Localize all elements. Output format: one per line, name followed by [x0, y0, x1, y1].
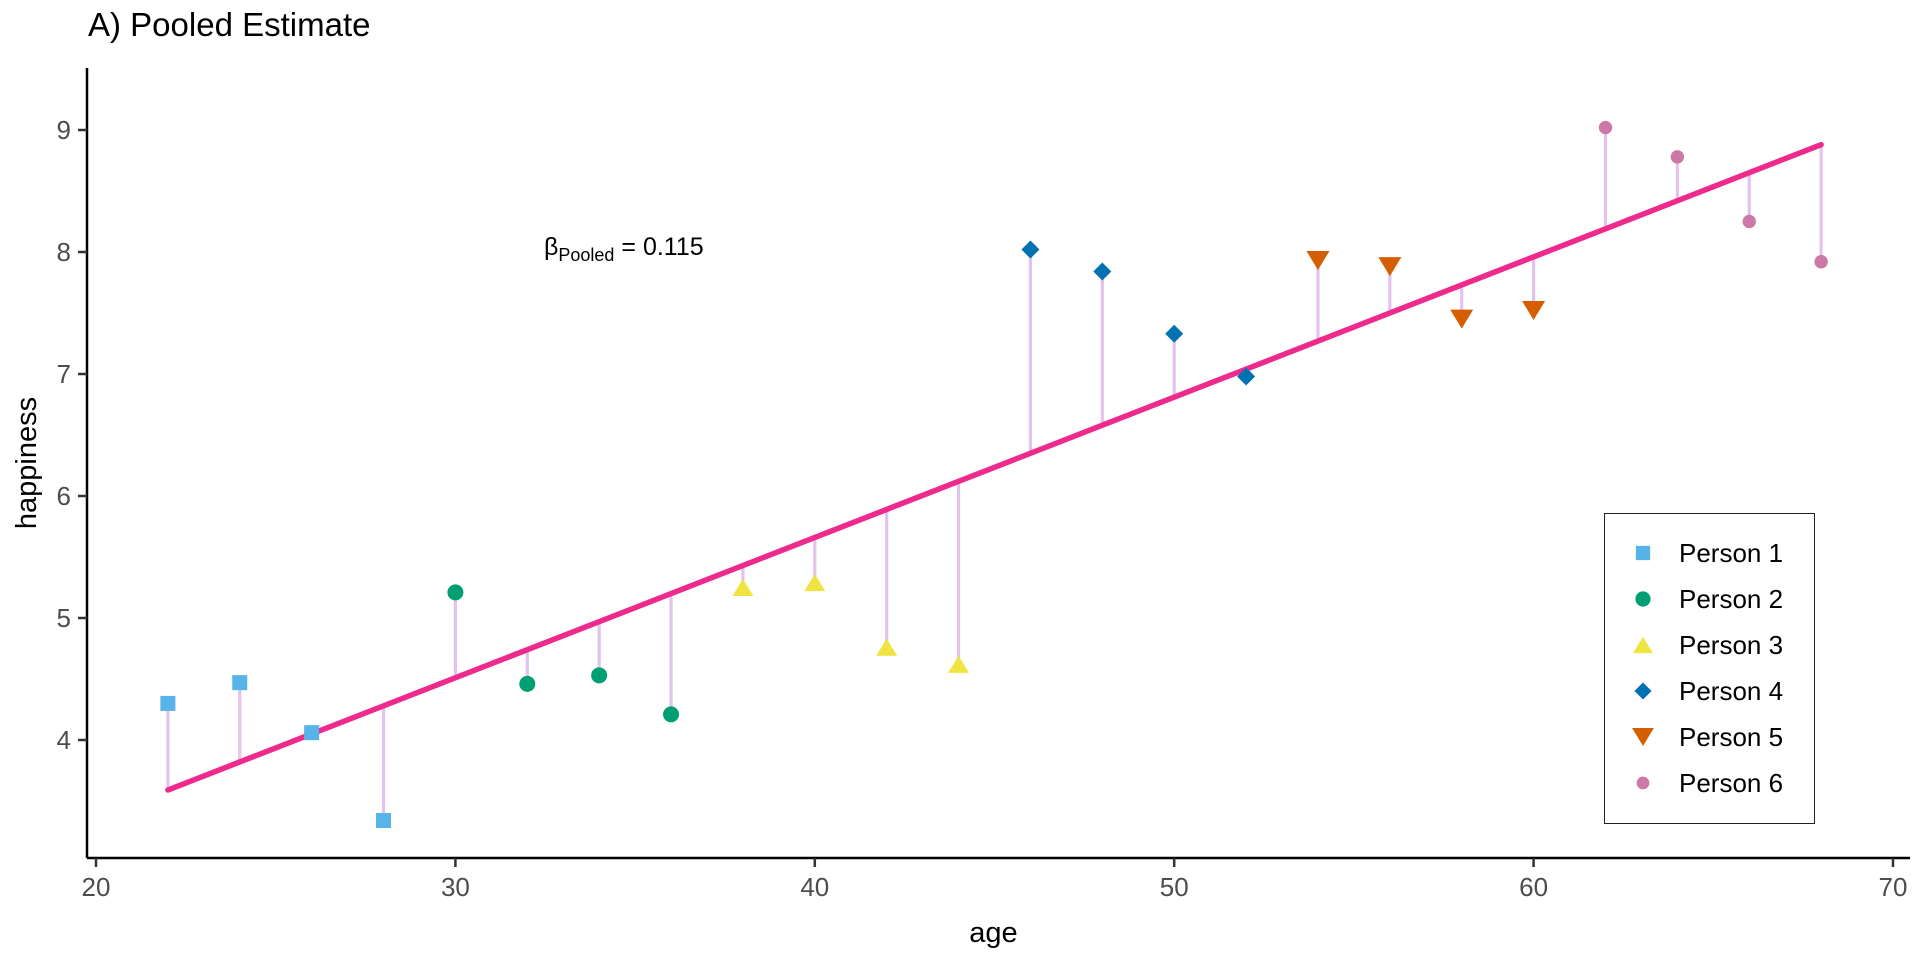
square-legend-icon — [1635, 545, 1651, 561]
data-point-marker — [232, 675, 248, 691]
x-tick-label: 20 — [82, 872, 111, 902]
data-point-marker — [1633, 636, 1653, 654]
chart-title: A) Pooled Estimate — [88, 6, 371, 43]
x-tick-label: 60 — [1519, 872, 1548, 902]
y-tick-label: 4 — [57, 725, 71, 755]
y-axis-label: happiness — [11, 397, 43, 529]
data-point-marker — [447, 584, 464, 601]
y-tick-label: 7 — [57, 359, 71, 389]
data-point-marker — [1598, 120, 1613, 135]
legend-label: Person 3 — [1679, 629, 1784, 660]
legend-item: Person 3 — [1605, 622, 1814, 668]
data-point-marker — [1670, 150, 1685, 164]
data-point-marker — [663, 706, 680, 723]
y-tick-label: 9 — [57, 115, 71, 145]
data-point-marker — [160, 695, 176, 711]
data-point-marker — [1636, 776, 1650, 790]
circle-small-legend-icon — [1636, 776, 1650, 790]
x-tick-label: 30 — [441, 872, 470, 902]
data-point-marker — [732, 579, 754, 596]
data-point-marker — [1635, 545, 1651, 561]
y-tick-label: 6 — [57, 481, 71, 511]
beta-value: = 0.115 — [614, 233, 704, 261]
beta-subscript: Pooled — [558, 245, 615, 265]
data-point-marker — [1450, 309, 1474, 329]
legend-box: Person 1 Person 2 Person 3 Person 4 Person 5… — [1604, 513, 1815, 824]
x-tick-label: 70 — [1879, 872, 1908, 902]
legend-item: Person 5 — [1605, 714, 1814, 760]
x-axis-label: age — [969, 917, 1017, 949]
legend-label: Person 5 — [1679, 721, 1784, 752]
data-point-marker — [519, 675, 536, 692]
triangle-up-legend-icon — [1633, 636, 1653, 654]
triangle-down-legend-icon — [1632, 727, 1654, 747]
data-point-marker — [1742, 214, 1756, 229]
legend-item: Person 6 — [1605, 760, 1814, 806]
legend-label: Person 1 — [1679, 537, 1784, 568]
x-tick-label: 50 — [1160, 872, 1189, 902]
x-tick-label: 40 — [800, 872, 829, 902]
data-point-marker — [1378, 257, 1402, 277]
data-point-marker — [1093, 262, 1112, 281]
y-tick-label: 5 — [57, 603, 71, 633]
data-point-marker — [1632, 727, 1654, 747]
legend-item: Person 1 — [1605, 530, 1814, 576]
data-point-marker — [1021, 240, 1040, 259]
data-point-marker — [1165, 324, 1184, 343]
diamond-legend-icon — [1634, 682, 1652, 700]
data-point-marker — [1814, 255, 1828, 269]
data-point-marker — [804, 574, 826, 592]
legend-item: Person 2 — [1605, 576, 1814, 622]
data-point-marker — [948, 655, 970, 673]
legend-item: Person 4 — [1605, 668, 1814, 714]
data-point-marker — [1237, 367, 1256, 386]
y-tick-label: 8 — [57, 237, 71, 267]
beta-symbol: β — [544, 233, 559, 261]
data-point-marker — [876, 638, 898, 656]
data-point-marker — [1634, 682, 1652, 700]
regression-line — [165, 141, 1824, 793]
legend-label: Person 2 — [1679, 583, 1784, 614]
beta-annotation: βPooled = 0.115 — [544, 233, 704, 266]
circle-legend-icon — [1635, 591, 1651, 607]
data-point-marker — [1635, 591, 1651, 607]
legend-label: Person 4 — [1679, 675, 1784, 706]
data-point-marker — [1306, 251, 1330, 271]
data-point-marker — [591, 667, 608, 684]
data-point-marker — [1522, 301, 1546, 321]
data-point-marker — [304, 725, 320, 741]
data-point-marker — [376, 813, 392, 829]
legend-label: Person 6 — [1679, 767, 1784, 798]
